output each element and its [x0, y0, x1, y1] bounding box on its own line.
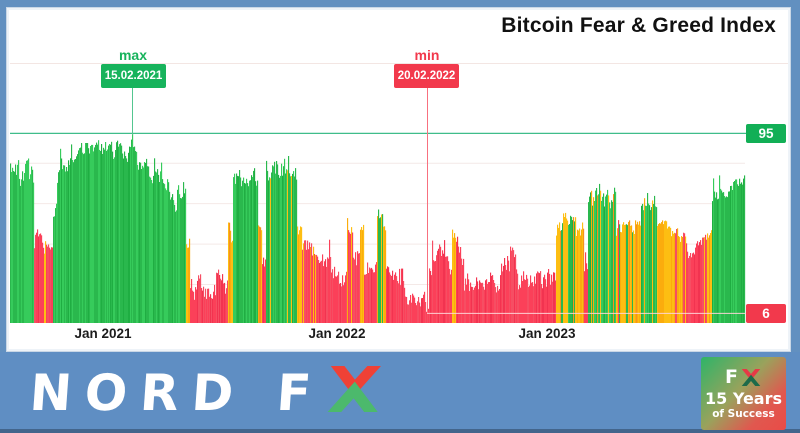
- min-annotation-label: min: [414, 47, 440, 63]
- x-tick-label: Jan 2023: [518, 326, 576, 341]
- max-date-box: 15.02.2021: [101, 64, 166, 88]
- banner-bottom-edge: [0, 429, 800, 433]
- badge-success-text: of Success: [712, 407, 775, 420]
- badge-fx-x-icon: [740, 369, 762, 386]
- badge-fx-f: F: [725, 366, 738, 388]
- bottom-banner: [0, 352, 800, 433]
- max-value-badge: 95: [746, 124, 786, 143]
- x-tick-label: Jan 2022: [308, 326, 366, 341]
- badge-fx-logo: F: [725, 368, 762, 388]
- min-date-box: 20.02.2022: [394, 64, 459, 88]
- nordfx-x-icon: [326, 366, 382, 424]
- min-value-badge: 6: [746, 304, 786, 323]
- nordfx-logo-text: NORD F: [27, 364, 326, 422]
- chart-title: Bitcoin Fear & Greed Index: [501, 14, 776, 37]
- nordfx-logo: NORD F: [28, 364, 382, 422]
- max-annotation-label: max: [118, 47, 148, 63]
- x-tick-label: Jan 2021: [74, 326, 132, 341]
- anniversary-badge: F 15 Years of Success: [701, 357, 786, 430]
- badge-years-text: 15 Years: [704, 388, 782, 408]
